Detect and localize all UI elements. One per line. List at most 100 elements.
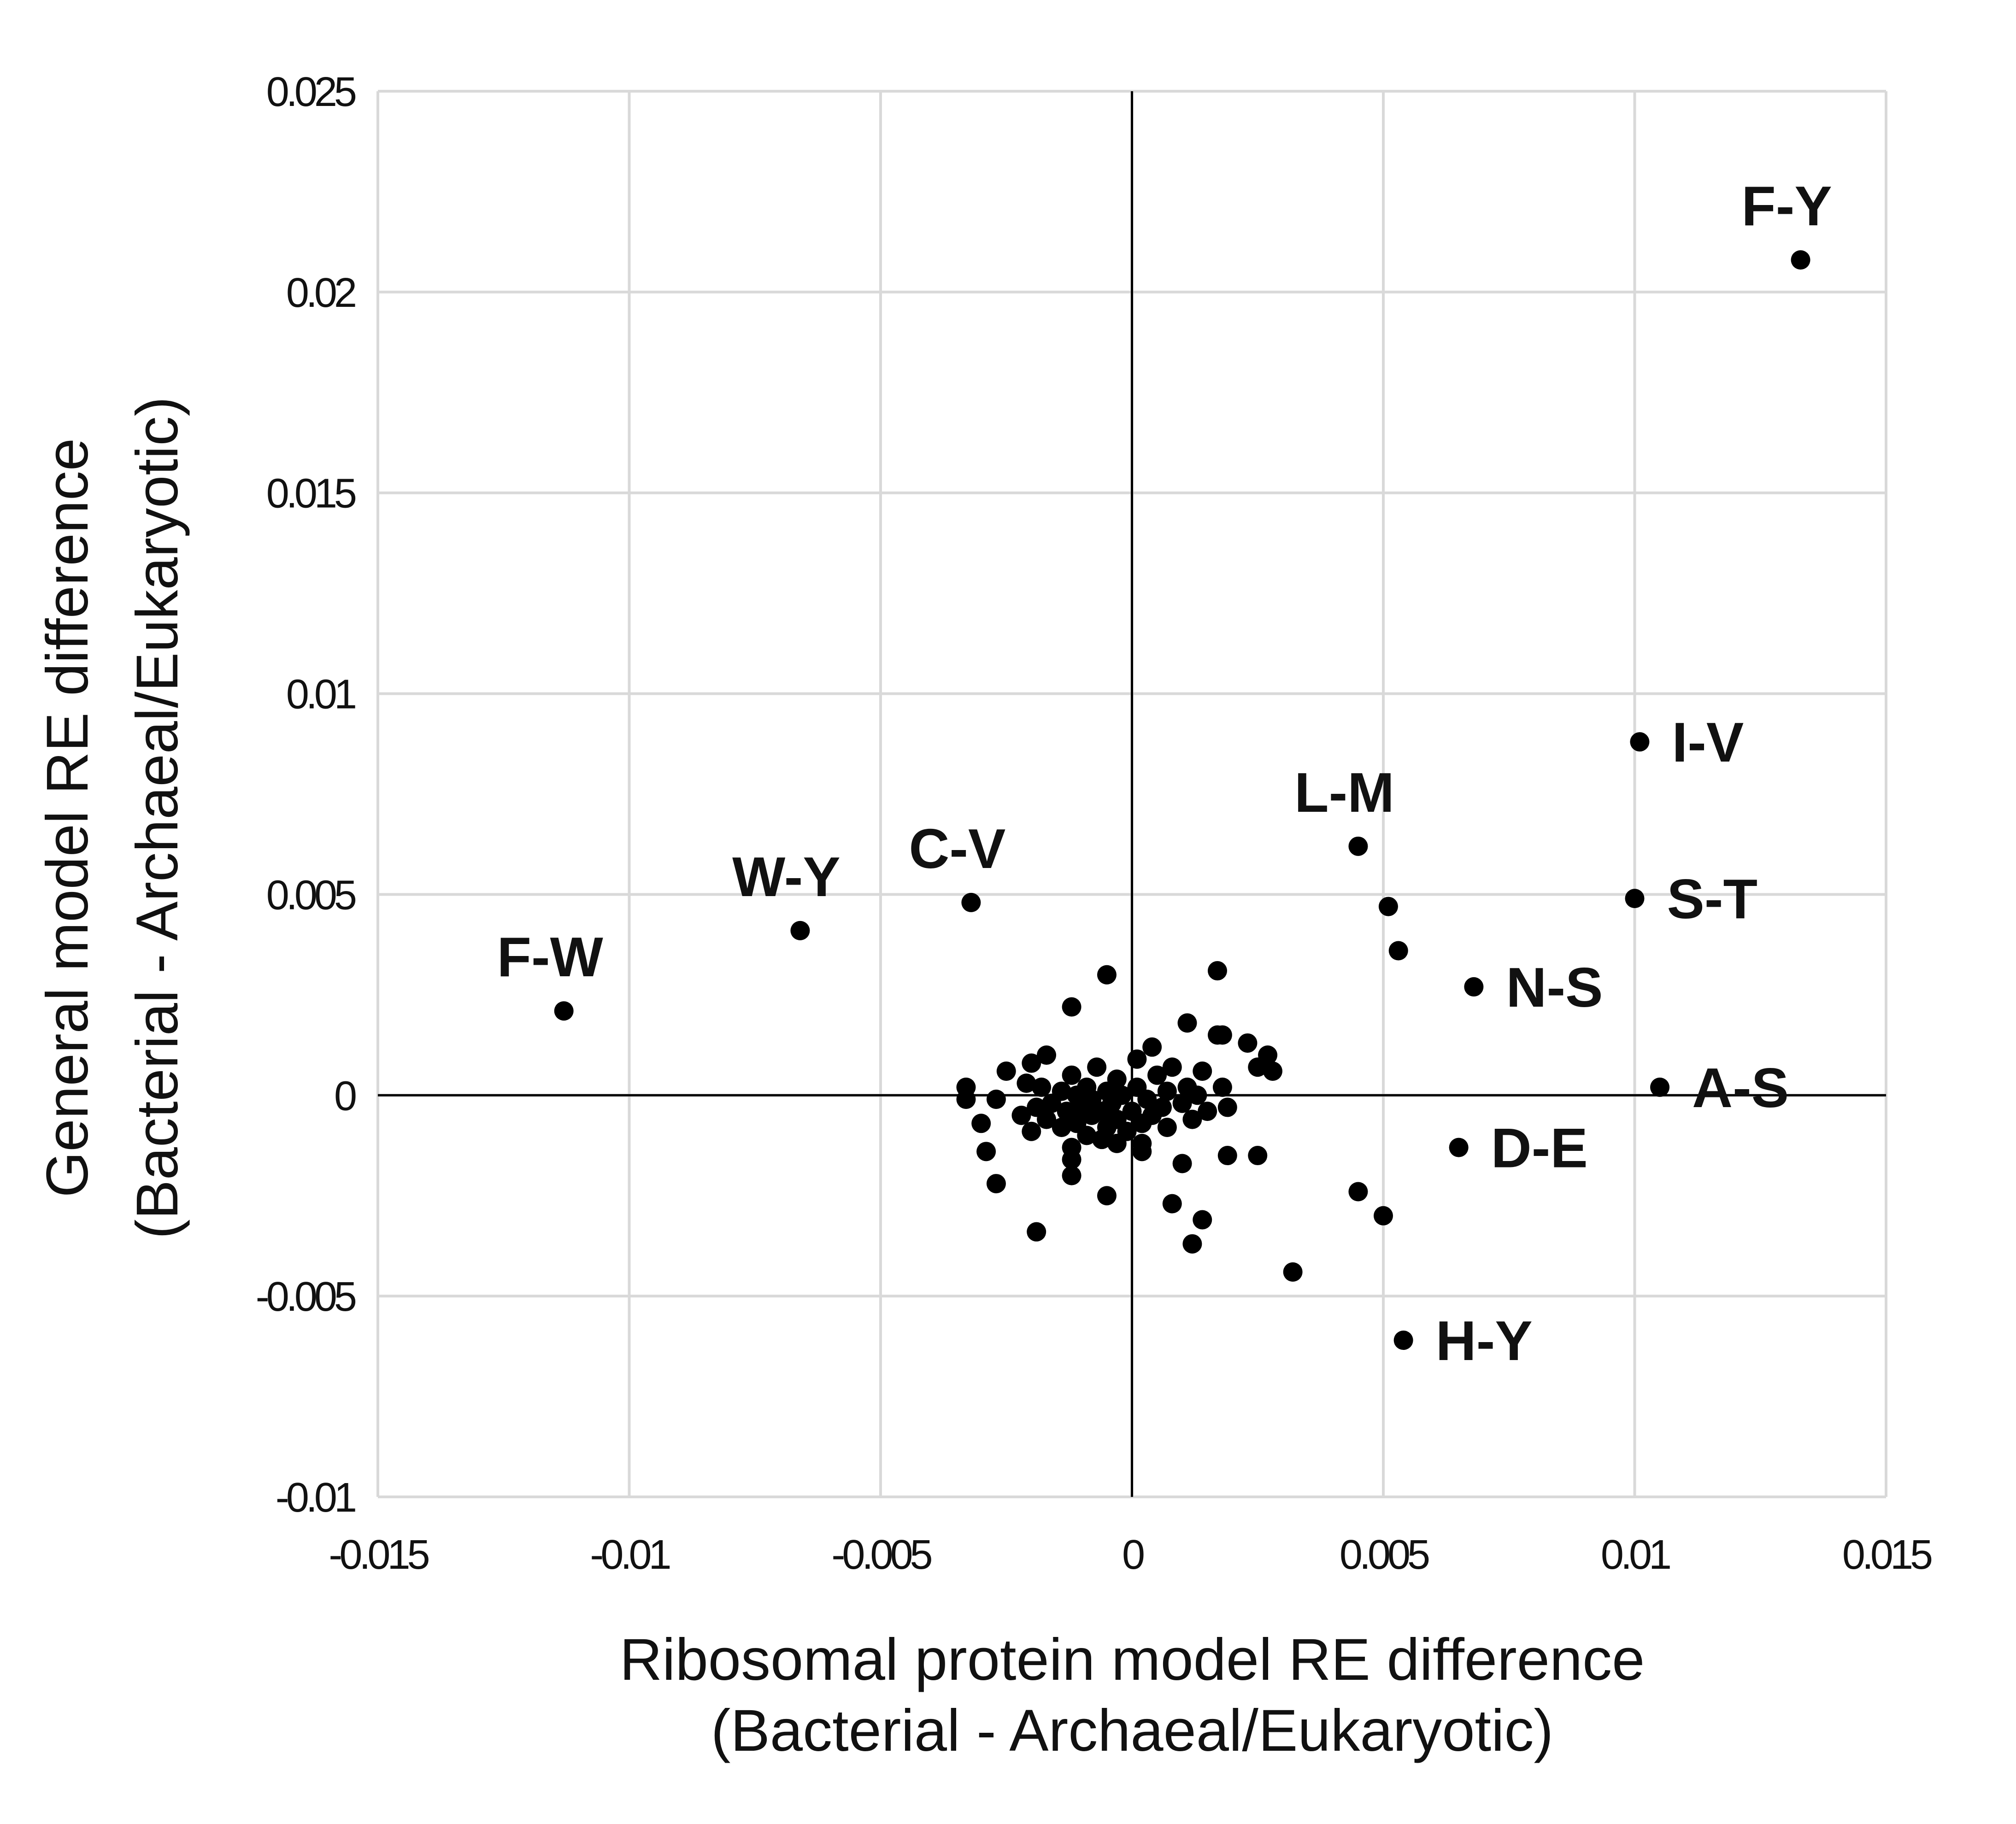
- point-label-f-w: F-W: [497, 926, 604, 988]
- data-point: [1052, 1118, 1071, 1138]
- data-point: [1062, 1065, 1081, 1085]
- data-point-s-t: [1625, 889, 1645, 909]
- data-point: [996, 1061, 1016, 1081]
- data-point: [1207, 961, 1227, 981]
- x-tick-label-5: 0.01: [1601, 1532, 1670, 1578]
- data-point: [1348, 1182, 1368, 1202]
- data-point: [976, 1142, 996, 1161]
- data-points: [554, 250, 1810, 1350]
- data-point: [1388, 941, 1408, 961]
- data-point: [1027, 1222, 1046, 1242]
- x-tick-labels: -0.015 -0.01 -0.005 0 0.005 0.01 0.015: [329, 1532, 1935, 1578]
- data-point: [1082, 1105, 1102, 1125]
- point-label-w-y: W-Y: [732, 845, 840, 908]
- data-point-f-y: [1791, 250, 1810, 270]
- data-point: [1137, 1090, 1157, 1109]
- data-point: [1097, 1186, 1117, 1206]
- data-point: [1041, 1093, 1061, 1113]
- point-label-c-v: C-V: [909, 817, 1005, 880]
- point-label-d-e: D-E: [1491, 1117, 1588, 1179]
- data-point: [1248, 1146, 1268, 1166]
- data-point: [1182, 1234, 1202, 1254]
- data-point: [1172, 1093, 1192, 1113]
- point-labels: F-Y I-V L-M S-T C-V W-Y F-W N-S A-S D-E H-Y: [497, 175, 1832, 1372]
- y-tick-label-5: 0.015: [266, 471, 356, 517]
- data-point: [1283, 1262, 1303, 1282]
- y-tick-label-1: -0.005: [256, 1274, 356, 1320]
- data-point: [1248, 1057, 1268, 1077]
- x-tick-label-6: 0.015: [1842, 1532, 1932, 1578]
- data-point: [1017, 1073, 1036, 1093]
- x-axis-title-line-1: Ribosomal protein model RE difference: [620, 1627, 1645, 1693]
- data-point-w-y: [790, 921, 810, 940]
- point-label-l-m: L-M: [1294, 761, 1394, 824]
- point-label-s-t: S-T: [1667, 868, 1758, 930]
- data-point: [1238, 1033, 1258, 1053]
- data-point: [1147, 1065, 1167, 1085]
- data-point: [1062, 1150, 1081, 1169]
- y-tick-label-0: -0.01: [276, 1475, 355, 1521]
- x-tick-label-3: 0: [1122, 1532, 1144, 1578]
- y-tick-label-3: 0.005: [266, 872, 356, 918]
- data-point: [1032, 1077, 1052, 1097]
- data-point: [1107, 1133, 1127, 1153]
- y-axis-title-line-2: (Bacterial - Archaeal/Eukaryotic): [124, 397, 190, 1239]
- data-point: [1132, 1114, 1152, 1133]
- data-point: [1157, 1081, 1177, 1101]
- y-tick-label-6: 0.02: [286, 270, 355, 316]
- x-tick-label-2: -0.005: [831, 1532, 931, 1578]
- y-tick-label-7: 0.025: [266, 69, 356, 115]
- x-tick-label-4: 0.005: [1340, 1532, 1429, 1578]
- data-point: [1172, 1154, 1192, 1173]
- data-point: [1062, 997, 1081, 1017]
- x-tick-label-1: -0.01: [590, 1532, 670, 1578]
- data-point-l-m: [1348, 836, 1368, 856]
- data-point-f-w: [554, 1001, 574, 1021]
- data-point-c-v: [961, 892, 981, 912]
- y-tick-label-4: 0.01: [286, 672, 355, 718]
- data-point: [1374, 1206, 1393, 1226]
- data-point: [1037, 1109, 1057, 1129]
- zero-axes: [378, 91, 1886, 1497]
- data-point: [1198, 1102, 1217, 1121]
- point-label-n-s: N-S: [1506, 956, 1603, 1019]
- x-axis-title-line-2: (Bacterial - Archaeal/Eukaryotic): [711, 1698, 1553, 1764]
- data-point: [1132, 1142, 1152, 1161]
- data-point-n-s: [1464, 977, 1484, 997]
- point-label-a-s: A-S: [1692, 1056, 1789, 1119]
- data-point-a-s: [1650, 1077, 1670, 1097]
- data-point: [1182, 1109, 1202, 1129]
- data-point: [1037, 1045, 1057, 1065]
- data-point-d-e: [1449, 1138, 1469, 1157]
- data-point: [1212, 1025, 1232, 1045]
- data-point: [1177, 1013, 1197, 1033]
- data-point: [986, 1174, 1006, 1194]
- data-point: [986, 1090, 1006, 1109]
- data-point: [1193, 1061, 1212, 1081]
- data-point: [1157, 1118, 1177, 1138]
- data-point: [1187, 1085, 1207, 1105]
- data-point: [956, 1090, 976, 1109]
- point-label-f-y: F-Y: [1741, 175, 1832, 237]
- data-point: [1092, 1130, 1112, 1150]
- data-point: [1263, 1061, 1282, 1081]
- data-point: [1162, 1194, 1182, 1214]
- y-axis-title-line-1: General model RE difference: [35, 438, 100, 1197]
- data-point: [1162, 1057, 1182, 1077]
- data-point: [1022, 1121, 1041, 1141]
- data-point-i-v: [1630, 732, 1650, 752]
- data-point: [1217, 1097, 1237, 1117]
- data-point: [1212, 1077, 1232, 1097]
- data-point: [1127, 1049, 1147, 1069]
- x-tick-label-0: -0.015: [329, 1532, 429, 1578]
- y-tick-labels: -0.01 -0.005 0 0.005 0.01 0.015 0.02 0.025: [256, 69, 359, 1521]
- data-point: [1378, 897, 1398, 916]
- data-point: [1077, 1126, 1097, 1145]
- data-point: [1022, 1053, 1041, 1073]
- data-point-h-y: [1393, 1331, 1413, 1350]
- data-point: [1217, 1146, 1237, 1166]
- point-label-i-v: I-V: [1672, 711, 1744, 774]
- data-point: [1142, 1037, 1162, 1057]
- data-point: [971, 1114, 991, 1133]
